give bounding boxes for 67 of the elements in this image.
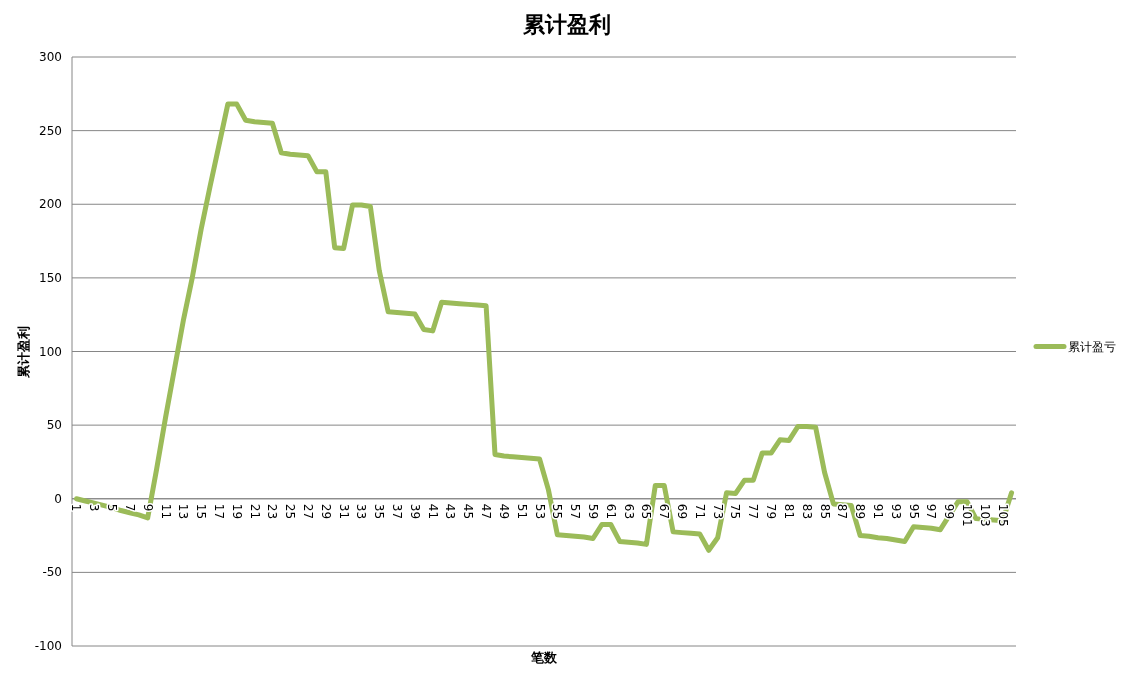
y-tick-label: 0: [54, 491, 62, 506]
y-tick-label: 100: [39, 344, 62, 359]
x-tick-label: 105: [995, 503, 1010, 527]
x-tick-label: 77: [746, 503, 761, 520]
x-tick-label: 71: [692, 503, 707, 520]
x-tick-label: 1: [69, 503, 84, 512]
x-tick-label: 67: [657, 503, 672, 520]
chart-title: 累计盈利: [522, 12, 611, 37]
x-tick-label: 51: [514, 503, 529, 520]
x-tick-label: 53: [532, 503, 547, 520]
x-tick-label: 49: [496, 503, 511, 520]
x-tick-label: 43: [443, 503, 458, 520]
x-tick-label: 83: [799, 503, 814, 520]
x-axis-title: 笔数: [530, 650, 558, 665]
x-tick-label: 47: [479, 503, 494, 520]
x-tick-label: 9: [140, 503, 155, 512]
x-tick-label: 41: [425, 503, 440, 520]
y-tick-label: 50: [46, 418, 62, 433]
x-tick-label: 55: [550, 503, 565, 520]
x-tick-label: 3: [87, 503, 102, 512]
x-tick-label: 75: [728, 503, 743, 520]
x-tick-label: 45: [461, 503, 476, 520]
x-tick-label: 15: [194, 503, 209, 520]
x-tick-label: 99: [942, 503, 957, 520]
x-tick-label: 85: [817, 503, 832, 520]
x-tick-label: 101: [960, 503, 975, 527]
x-tick-label: 97: [924, 503, 939, 520]
x-tick-label: 5: [105, 503, 120, 512]
x-tick-label: 91: [870, 503, 885, 520]
legend-item: 累计盈亏: [1033, 339, 1116, 354]
x-tick-label: 23: [265, 503, 280, 520]
x-tick-label: 35: [372, 503, 387, 520]
x-tick-label: 87: [835, 503, 850, 520]
x-tick-label: 103: [977, 503, 992, 527]
x-tick-label: 81: [781, 503, 796, 520]
x-tick-label: 37: [390, 503, 405, 520]
x-tick-label: 69: [675, 503, 690, 520]
x-tick-label: 19: [229, 503, 244, 520]
x-tick-label: 57: [568, 503, 583, 520]
x-tick-label: 17: [211, 503, 226, 520]
x-tick-label: 89: [853, 503, 868, 520]
x-tick-label: 29: [318, 503, 333, 520]
legend-label: 累计盈亏: [1068, 339, 1116, 354]
x-tick-label: 27: [301, 503, 315, 520]
x-tick-label: 95: [906, 503, 921, 520]
x-tick-label: 93: [888, 503, 903, 520]
x-tick-label: 73: [710, 503, 725, 520]
x-tick-label: 31: [336, 503, 351, 520]
x-tick-label: 63: [621, 503, 636, 520]
x-tick-label: 25: [283, 503, 298, 520]
x-tick-label: 59: [585, 503, 600, 520]
y-tick-label: -50: [42, 565, 62, 580]
x-tick-label: 61: [603, 503, 618, 520]
x-tick-label: 79: [764, 503, 779, 520]
x-tick-label: 11: [158, 503, 173, 520]
y-tick-label: -100: [34, 639, 62, 653]
y-tick-label: 300: [39, 50, 62, 64]
x-tick-label: 65: [639, 503, 654, 520]
x-tick-label: 39: [407, 503, 422, 520]
x-tick-label: 7: [122, 503, 137, 512]
x-tick-label: 13: [176, 503, 191, 520]
x-tick-label: 33: [354, 503, 369, 520]
y-tick-label: 250: [39, 123, 62, 138]
y-tick-label: 200: [39, 197, 62, 212]
y-tick-label: 150: [39, 270, 62, 285]
y-axis-title: 累计盈利: [16, 325, 31, 379]
x-tick-label: 21: [247, 503, 262, 520]
